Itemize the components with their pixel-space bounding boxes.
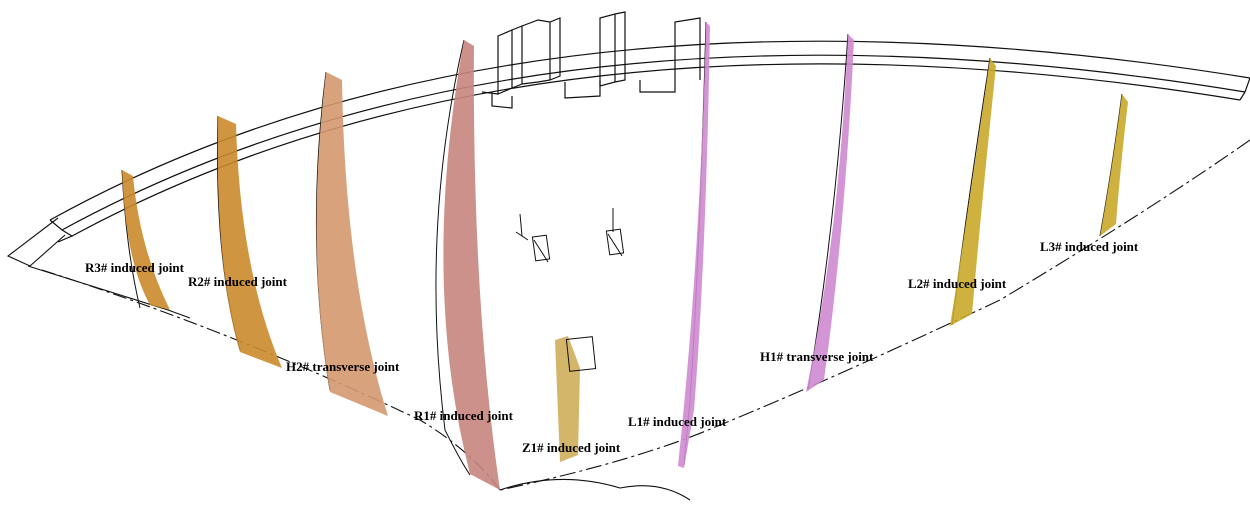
joint-labels: R3# induced joint R2# induced joint H2# … xyxy=(85,239,1139,455)
h1-joint-surface xyxy=(806,34,854,392)
l1-joint-surface xyxy=(678,22,710,468)
crest-left-end xyxy=(49,219,74,243)
pier-4 xyxy=(599,11,626,87)
outlet-box-left xyxy=(531,234,551,262)
label-h2: H2# transverse joint xyxy=(286,359,400,374)
label-l3: L3# induced joint xyxy=(1040,239,1139,254)
outlet-stub-left xyxy=(515,213,529,241)
label-z1: Z1# induced joint xyxy=(522,440,621,455)
outlet-markers xyxy=(515,208,625,372)
h2-joint-surface xyxy=(316,72,388,416)
label-r1: R1# induced joint xyxy=(414,408,514,423)
label-l2: L2# induced joint xyxy=(908,276,1007,291)
right-foundation-curve xyxy=(499,139,1250,491)
dam-crest-outline xyxy=(49,40,1250,243)
crest-inner-edge xyxy=(71,63,1241,237)
crest-right-end xyxy=(1239,77,1250,101)
label-r2: R2# induced joint xyxy=(188,274,288,289)
pier-3 xyxy=(549,17,601,99)
outlet-box-bottom xyxy=(565,336,597,372)
r1-edge xyxy=(435,39,471,476)
l3-joint-surface xyxy=(1100,94,1128,236)
outlet-box-right xyxy=(605,228,625,256)
r1-joint-surface xyxy=(443,40,500,490)
pier-2 xyxy=(521,19,551,85)
left-foundation-curve xyxy=(41,269,501,491)
crest-upper-edge xyxy=(49,40,1250,221)
pier-5 xyxy=(639,17,701,93)
outlet-box-right-diag xyxy=(607,233,623,257)
z1-joint-surface xyxy=(555,336,580,462)
pier-6 xyxy=(481,91,513,109)
base-arc xyxy=(499,478,691,501)
right-abutment xyxy=(499,139,1250,501)
pier-1 xyxy=(497,25,523,95)
crest-lower-edge xyxy=(61,54,1246,231)
label-l1: L1# induced joint xyxy=(628,414,727,429)
r2-joint-surface xyxy=(217,116,282,368)
label-h1: H1# transverse joint xyxy=(760,349,874,364)
outlet-box-left-diag xyxy=(533,239,549,263)
label-r3: R3# induced joint xyxy=(85,260,185,275)
left-abutment-top xyxy=(6,217,66,267)
spillway-piers xyxy=(481,11,701,109)
joint-surfaces xyxy=(122,22,1128,490)
r3-joint-surface xyxy=(122,170,170,310)
l2-joint-surface xyxy=(950,58,996,326)
